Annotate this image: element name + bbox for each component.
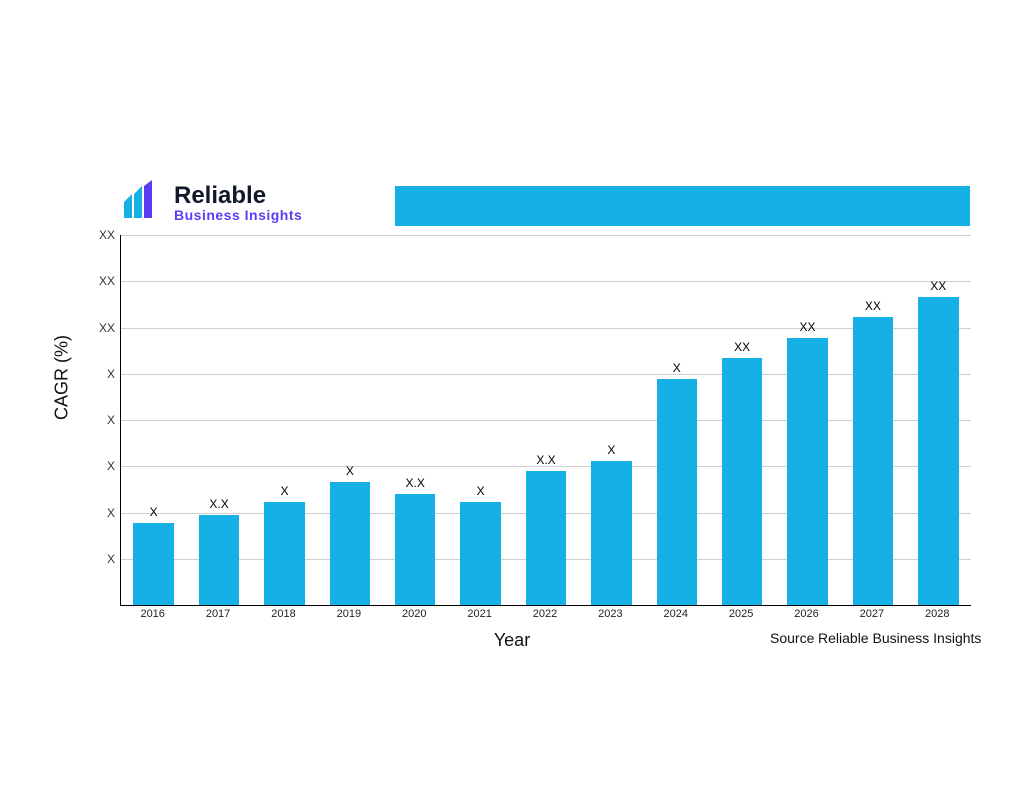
y-tick-label: X <box>85 413 115 427</box>
bar-value-label: X <box>264 484 305 498</box>
bar: X.X <box>526 471 567 605</box>
y-tick-label: X <box>85 506 115 520</box>
y-tick-label: X <box>85 552 115 566</box>
bar: XX <box>853 317 894 605</box>
bar-value-label: XX <box>722 340 763 354</box>
bar-value-label: X <box>591 443 632 457</box>
bar: XX <box>918 297 959 605</box>
source-label: Source <box>770 630 814 646</box>
x-tick-label: 2027 <box>860 608 884 620</box>
bar: X <box>460 502 501 605</box>
title-bar <box>395 186 970 226</box>
gridline <box>121 374 971 375</box>
bar-value-label: X <box>460 484 501 498</box>
bar-value-label: X.X <box>199 497 240 511</box>
gridline <box>121 235 971 236</box>
x-tick-label: 2026 <box>794 608 818 620</box>
bar-value-label: X.X <box>395 476 436 490</box>
x-tick-label: 2028 <box>925 608 949 620</box>
gridline <box>121 328 971 329</box>
bar: X <box>330 482 371 605</box>
y-axis-label: CAGR (%) <box>52 335 73 420</box>
x-axis-label: Year <box>494 630 530 651</box>
x-tick-label: 2017 <box>206 608 230 620</box>
bar: X.X <box>199 515 240 605</box>
x-tick-label: 2016 <box>140 608 164 620</box>
logo-text-bottom: Business Insights <box>174 208 302 222</box>
gridline <box>121 281 971 282</box>
gridline <box>121 420 971 421</box>
y-tick-label: XX <box>85 321 115 335</box>
x-tick-label: 2018 <box>271 608 295 620</box>
bar: XX <box>722 358 763 605</box>
bar-value-label: X <box>657 361 698 375</box>
x-tick-label: 2024 <box>664 608 688 620</box>
brand-logo: Reliable Business Insights <box>120 180 302 226</box>
logo-text: Reliable Business Insights <box>174 184 302 222</box>
y-tick-label: XX <box>85 274 115 288</box>
bar-value-label: XX <box>853 299 894 313</box>
bar-value-label: XX <box>918 279 959 293</box>
bar: X <box>657 379 698 605</box>
bar-value-label: X <box>330 464 371 478</box>
bar-value-label: X.X <box>526 453 567 467</box>
chart-plot-area: XXXXXXXXXXXXX.XXXX.XXX.XXXXXXXXXXX <box>120 235 971 606</box>
logo-text-top: Reliable <box>174 184 302 208</box>
x-tick-label: 2019 <box>337 608 361 620</box>
x-tick-label: 2020 <box>402 608 426 620</box>
y-tick-label: X <box>85 459 115 473</box>
x-tick-label: 2025 <box>729 608 753 620</box>
bar: X.X <box>395 494 436 605</box>
y-tick-label: X <box>85 367 115 381</box>
logo-mark-icon <box>120 180 166 226</box>
bar-value-label: XX <box>787 320 828 334</box>
source-value: Reliable Business Insights <box>818 630 981 646</box>
x-tick-label: 2021 <box>467 608 491 620</box>
bar: X <box>264 502 305 605</box>
bar: X <box>133 523 174 605</box>
bar: X <box>591 461 632 605</box>
x-tick-label: 2022 <box>533 608 557 620</box>
y-tick-label: XX <box>85 228 115 242</box>
bar-value-label: X <box>133 505 174 519</box>
x-tick-label: 2023 <box>598 608 622 620</box>
bar: XX <box>787 338 828 605</box>
